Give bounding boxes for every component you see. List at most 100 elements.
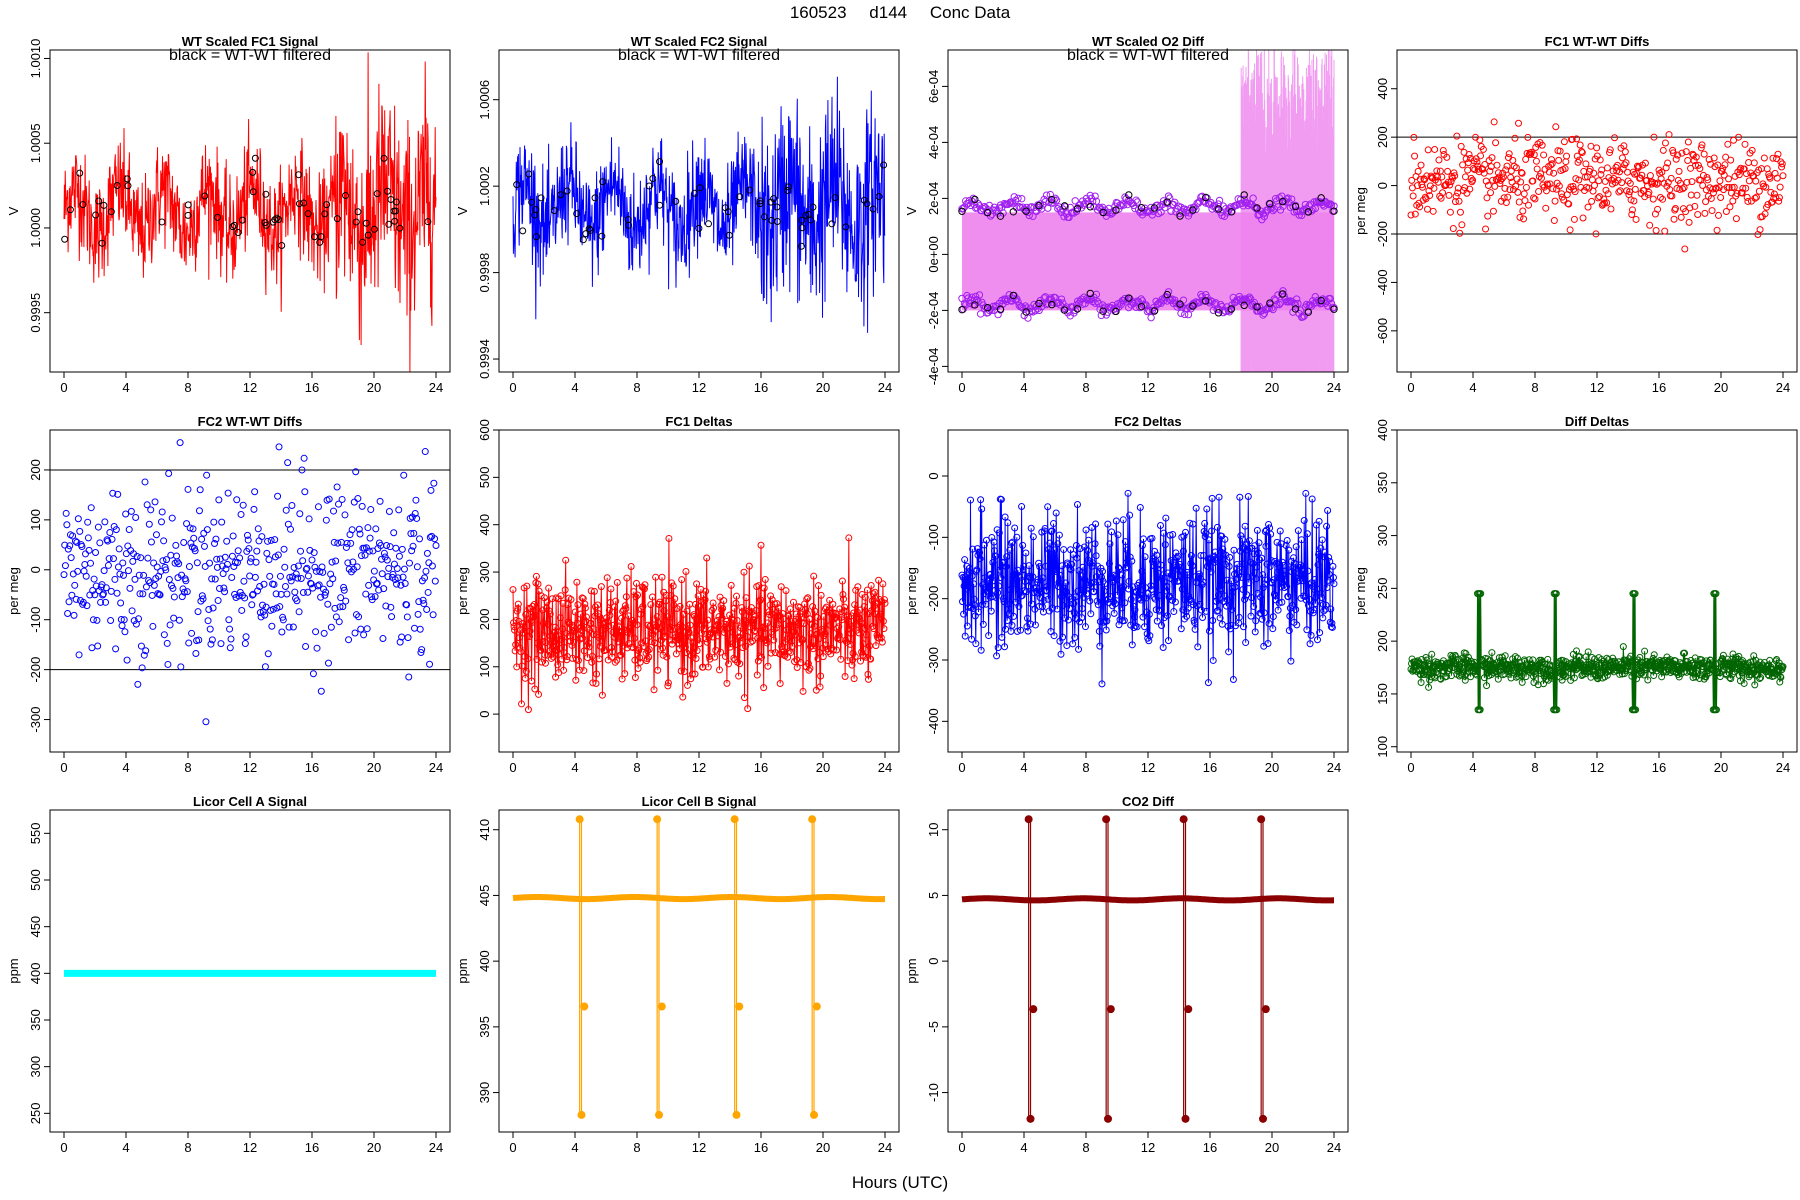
data-point — [1656, 193, 1664, 201]
data-point — [1294, 527, 1302, 535]
data-point — [302, 565, 310, 573]
data-point — [1769, 154, 1777, 162]
data-point — [1446, 208, 1454, 216]
data-point — [721, 624, 729, 632]
data-point — [1616, 187, 1624, 195]
data-point — [306, 546, 314, 554]
data-point — [1006, 586, 1014, 594]
data-point — [96, 539, 104, 547]
data-point — [558, 655, 566, 663]
data-point — [1003, 617, 1011, 625]
data-point — [755, 597, 763, 605]
data-point — [252, 558, 260, 566]
data-point — [1225, 648, 1233, 656]
data-point — [1167, 557, 1175, 565]
x-tick-label: 20 — [816, 380, 830, 395]
data-point — [1439, 189, 1447, 197]
data-point — [1476, 706, 1484, 714]
data-point — [1713, 226, 1721, 234]
data-point — [612, 597, 620, 605]
data-point — [1171, 562, 1179, 570]
data-point — [1622, 159, 1630, 167]
data-point — [1187, 552, 1195, 560]
data-point — [107, 587, 115, 595]
data-point — [350, 498, 358, 506]
data-point — [1409, 192, 1417, 200]
data-point — [1040, 596, 1048, 604]
data-point — [1188, 562, 1196, 570]
data-point — [135, 615, 143, 623]
data-point — [293, 597, 301, 605]
data-point — [1081, 623, 1089, 631]
data-point — [1549, 185, 1557, 193]
data-point — [1323, 584, 1331, 592]
data-point — [1299, 207, 1307, 215]
data-point — [1182, 608, 1190, 616]
data-point — [274, 551, 282, 559]
data-point — [1133, 297, 1142, 305]
y-tick-label: 0 — [926, 472, 941, 479]
plot-area — [1397, 118, 1797, 253]
data-point — [1483, 682, 1491, 690]
data-point — [990, 538, 998, 546]
data-point — [248, 601, 256, 609]
data-point — [647, 629, 655, 637]
data-point — [1547, 156, 1555, 164]
data-point — [1121, 538, 1129, 546]
data-point — [1255, 539, 1263, 547]
data-point — [1251, 628, 1259, 636]
y-axis-label: ppm — [904, 958, 919, 983]
data-point — [228, 573, 236, 581]
data-point — [1153, 617, 1161, 625]
data-point — [797, 242, 805, 250]
data-point — [1043, 587, 1051, 595]
data-point — [329, 575, 337, 583]
data-point — [193, 559, 201, 567]
data-point — [796, 610, 804, 618]
data-point — [1674, 151, 1682, 159]
data-point — [1510, 162, 1518, 170]
data-point — [880, 596, 888, 604]
data-point — [98, 239, 106, 247]
data-point — [1317, 544, 1325, 552]
x-tick-label: 12 — [243, 380, 257, 395]
data-point — [74, 515, 82, 523]
data-point — [355, 613, 363, 621]
data-point — [1028, 600, 1036, 608]
data-point — [1273, 538, 1281, 546]
data-point — [1281, 575, 1289, 583]
data-point — [1306, 595, 1314, 603]
data-point — [1315, 550, 1323, 558]
data-point — [1552, 123, 1560, 131]
data-point — [638, 639, 646, 647]
data-point — [151, 498, 159, 506]
data-point — [1250, 602, 1258, 610]
data-point — [1424, 146, 1432, 154]
data-point — [1408, 176, 1416, 184]
plot-frame — [498, 809, 900, 1133]
data-point — [532, 233, 540, 241]
data-point — [431, 577, 439, 585]
data-point — [107, 616, 115, 624]
data-point — [1473, 671, 1481, 679]
data-point — [251, 488, 259, 496]
x-tick-label: 12 — [1141, 380, 1155, 395]
data-point — [120, 616, 128, 624]
data-point — [1592, 230, 1600, 238]
data-point — [841, 603, 849, 611]
data-point — [514, 600, 522, 608]
data-point — [677, 667, 685, 675]
data-point — [1307, 631, 1315, 639]
y-tick-label: 250 — [1375, 578, 1390, 600]
data-point — [605, 622, 613, 630]
data-point — [1611, 134, 1619, 142]
data-point — [1129, 299, 1138, 308]
data-point — [234, 547, 242, 555]
y-tick-label: -300 — [926, 647, 941, 673]
data-point — [1201, 519, 1209, 527]
data-point — [1202, 193, 1210, 202]
data-point — [399, 573, 407, 581]
data-point — [1285, 298, 1293, 306]
data-point — [965, 564, 973, 572]
data-point — [1762, 183, 1770, 191]
